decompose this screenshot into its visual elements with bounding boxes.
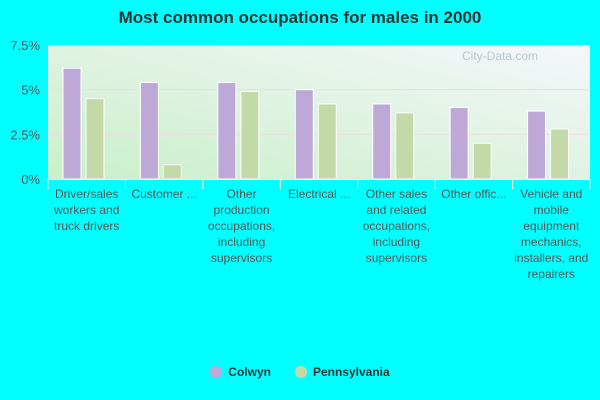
bar-colwyn[interactable]	[449, 107, 469, 180]
x-tick-label: Other sales and related occupations, inc…	[362, 187, 431, 265]
bar-pennsylvania[interactable]	[162, 164, 182, 180]
x-tick-label: Customer ...	[131, 187, 197, 201]
y-tick-label: 7.5%	[10, 38, 40, 53]
chart-title: Most common occupations for males in 200…	[118, 8, 482, 27]
legend-swatch	[294, 366, 307, 378]
bar-colwyn[interactable]	[527, 110, 547, 180]
y-tick-label: 0%	[21, 172, 40, 187]
bar-pennsylvania[interactable]	[472, 142, 492, 180]
legend-swatch	[210, 366, 223, 378]
legend-label: Colwyn	[228, 365, 271, 379]
bar-colwyn[interactable]	[62, 67, 82, 180]
bar-pennsylvania[interactable]	[550, 128, 570, 180]
bar-pennsylvania[interactable]	[240, 90, 260, 180]
x-tick-label: Other production occupations, including …	[207, 187, 276, 265]
y-tick-label: 2.5%	[10, 127, 40, 142]
y-tick-label: 5%	[21, 83, 40, 98]
bar-colwyn[interactable]	[294, 89, 314, 180]
bar-colwyn[interactable]	[372, 103, 392, 180]
bar-pennsylvania[interactable]	[317, 103, 337, 180]
bar-pennsylvania[interactable]	[85, 98, 105, 180]
bar-colwyn[interactable]	[139, 82, 159, 180]
legend: Colwyn Pennsylvania	[0, 365, 600, 379]
watermark: City-Data.com	[462, 49, 538, 63]
bar-colwyn[interactable]	[217, 82, 237, 180]
legend-item[interactable]: Colwyn	[210, 365, 271, 379]
bar-pennsylvania[interactable]	[395, 112, 415, 180]
x-tick-label: Vehicle and mobile equipment mechanics, …	[514, 187, 589, 281]
x-tick-label: Other offic...	[441, 187, 507, 201]
x-tick-label: Driver/sales workers and truck drivers	[54, 187, 120, 233]
legend-item[interactable]: Pennsylvania	[294, 365, 390, 379]
legend-label: Pennsylvania	[312, 365, 390, 379]
x-tick-label: Electrical ...	[287, 187, 350, 201]
